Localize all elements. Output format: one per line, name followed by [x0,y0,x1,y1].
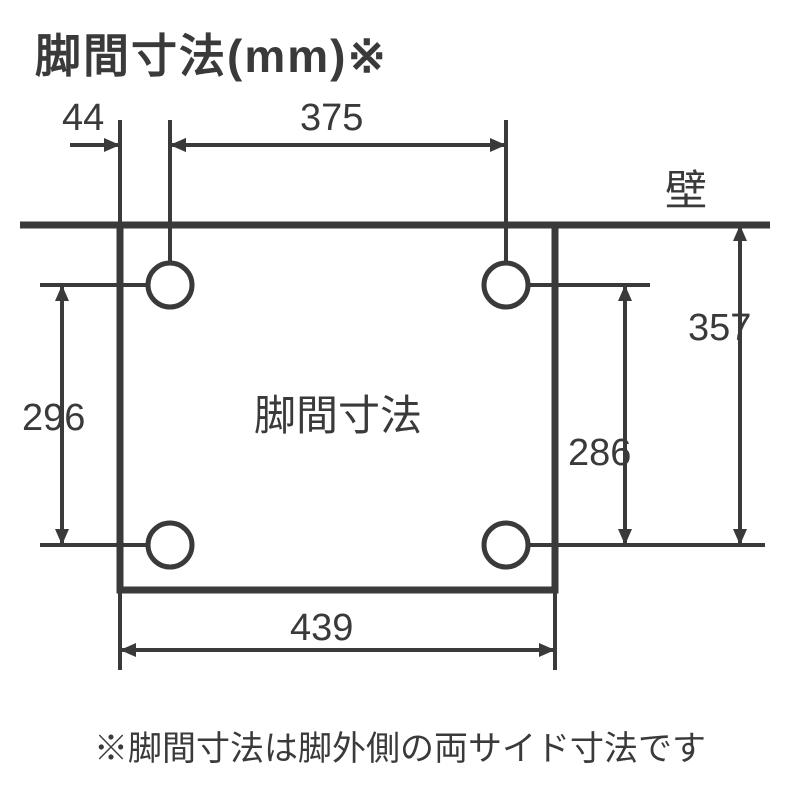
dim-286: 286 [568,285,632,545]
dim-375-value: 375 [300,97,363,139]
dim-439-value: 439 [290,607,353,649]
dim-375: 375 [170,97,506,152]
dim-44-value: 44 [62,97,104,139]
leg-back-right [484,523,528,567]
diagram-footnote: ※脚間寸法は脚外側の両サイド寸法です [0,721,800,770]
leg-front-right [484,263,528,307]
dim-296: 296 [22,285,85,545]
wall-label: 壁 [665,167,707,214]
center-label: 脚間寸法 [254,392,422,439]
leg-front-left [148,263,192,307]
dim-286-value: 286 [568,432,631,474]
leg-back-left [148,523,192,567]
dim-296-value: 296 [22,397,85,439]
dimension-diagram: 壁 脚間寸法 44 375 296 [0,0,800,800]
dim-357-value: 357 [688,307,751,349]
dim-357: 357 [688,225,751,545]
dim-439: 439 [120,607,555,657]
